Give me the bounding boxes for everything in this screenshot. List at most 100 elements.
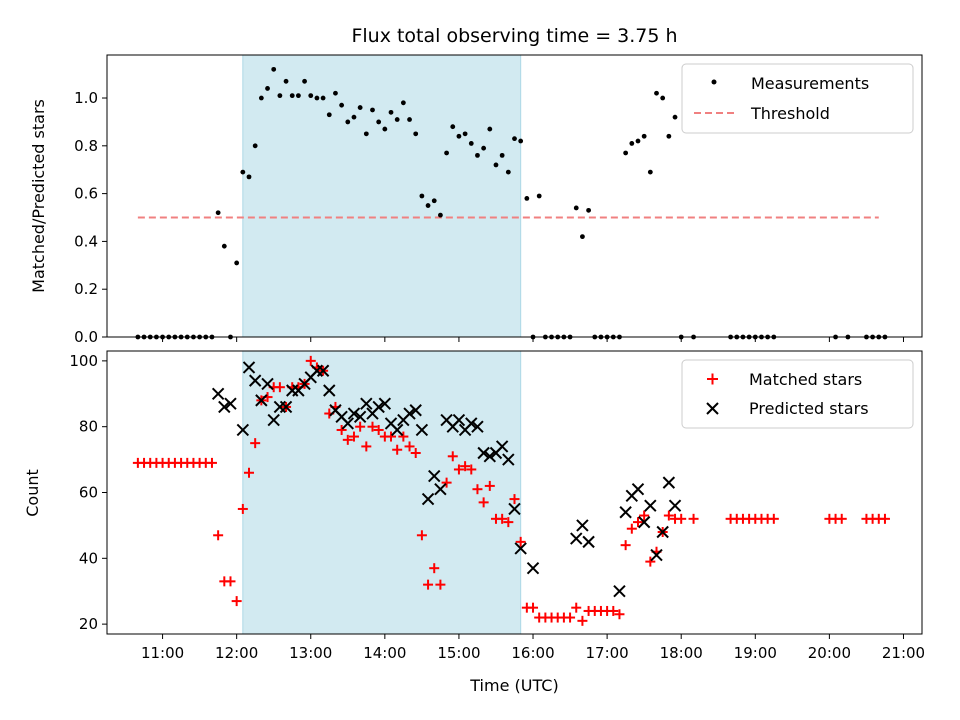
predicted-star-point [409, 404, 422, 417]
measurement-point [333, 90, 338, 96]
legend-matched-label: Matched stars [749, 370, 862, 389]
measurement-point [308, 93, 314, 99]
predicted-star-point [341, 417, 355, 430]
top-y-tick-label: 0.4 [74, 232, 98, 250]
measurement-point [536, 193, 542, 199]
measurement-point [271, 66, 277, 72]
measurement-point [320, 95, 326, 101]
matched-star-point [274, 382, 285, 393]
legend-predicted-marker [706, 402, 719, 415]
predicted-star-point [502, 453, 515, 466]
matched-star-point [614, 609, 625, 620]
matched-star-point [336, 424, 347, 435]
predicted-star-point [576, 519, 589, 532]
matched-star-point [663, 510, 674, 521]
measurement-point [339, 102, 345, 108]
matched-star-point [626, 523, 637, 534]
predicted-star-point [514, 542, 527, 555]
predicted-star-point [236, 423, 250, 437]
bottom-y-tick-label: 80 [79, 418, 98, 436]
measurement-point [629, 141, 635, 146]
predicted-star-point [218, 400, 231, 414]
matched-star-point [231, 596, 242, 607]
predicted-star-point [316, 364, 330, 377]
bottom-y-tick-label: 100 [69, 352, 98, 370]
legend-measurements-marker [711, 79, 717, 85]
x-tick-label: 19:00 [734, 644, 777, 662]
observing-window-shade [242, 54, 522, 338]
legend-threshold-label: Threshold [750, 104, 830, 123]
measurement-point [314, 95, 320, 101]
matched-star-point [416, 530, 427, 541]
measurement-point [419, 193, 425, 199]
predicted-star-point [224, 397, 237, 410]
matched-star-point [386, 431, 397, 442]
matched-star-point [250, 438, 261, 449]
measurement-point [493, 162, 499, 168]
top-panel-frame [106, 54, 923, 338]
predicted-star-point [415, 423, 429, 437]
measurement-point [512, 136, 517, 142]
matched-star-point [528, 602, 539, 613]
matched-star-point [404, 441, 415, 452]
measurement-point [573, 205, 579, 211]
predicted-star-point [255, 394, 268, 407]
measurement-point [326, 112, 332, 118]
measurement-point [431, 198, 437, 204]
matched-star-point [244, 467, 255, 478]
predicted-star-point [613, 585, 626, 598]
predicted-star-point [279, 400, 293, 414]
predicted-star-point [644, 499, 657, 512]
matched-star-point [478, 497, 489, 508]
measurement-point [246, 174, 252, 180]
measurement-point [660, 95, 666, 101]
predicted-star-point [495, 440, 509, 453]
measurement-point [252, 143, 258, 149]
predicted-star-point [428, 469, 441, 483]
matched-star-point [213, 530, 224, 541]
matched-star-point [676, 513, 687, 524]
matched-star-point [879, 513, 890, 524]
predicted-star-point [465, 417, 478, 430]
matched-star-point [367, 421, 378, 432]
legend-matched-marker [707, 373, 718, 385]
measurement-point [499, 152, 505, 158]
matched-star-point [348, 431, 359, 442]
matched-star-point [441, 477, 452, 488]
predicted-star-point [242, 361, 256, 374]
top-y-tick-label: 0.6 [74, 185, 98, 203]
matched-star-point [447, 451, 458, 462]
x-tick-label: 16:00 [511, 644, 554, 662]
measurement-point [425, 203, 431, 208]
matched-star-point [608, 605, 619, 616]
predicted-star-point [508, 502, 521, 516]
matched-star-point [453, 464, 464, 475]
predicted-star-point [656, 525, 669, 539]
measurement-point [444, 150, 449, 156]
x-axis-title: Time (UTC) [469, 676, 558, 695]
predicted-star-point [570, 532, 583, 545]
measurement-point [376, 119, 382, 125]
measurement-point [388, 109, 394, 115]
matched-star-point [645, 556, 656, 567]
predicted-star-point [261, 377, 274, 391]
measurement-point [265, 86, 270, 91]
x-tick-label: 21:00 [882, 644, 925, 662]
measurement-point [672, 114, 678, 120]
measurement-point [370, 107, 375, 113]
legend-predicted-label: Predicted stars [749, 399, 869, 418]
matched-star-point [460, 461, 471, 472]
matched-star-point [509, 494, 520, 505]
bottom-y-tick-label: 60 [79, 484, 98, 502]
measurement-point [357, 105, 363, 110]
predicted-star-point [248, 374, 262, 387]
matched-star-point [410, 448, 421, 459]
measurement-point [586, 207, 591, 213]
measurement-point [518, 138, 524, 144]
measurement-point [641, 133, 647, 139]
predicted-star-point [323, 384, 336, 397]
predicted-star-point [452, 413, 466, 427]
predicted-star-point [403, 407, 416, 420]
predicted-star-point [211, 387, 225, 400]
